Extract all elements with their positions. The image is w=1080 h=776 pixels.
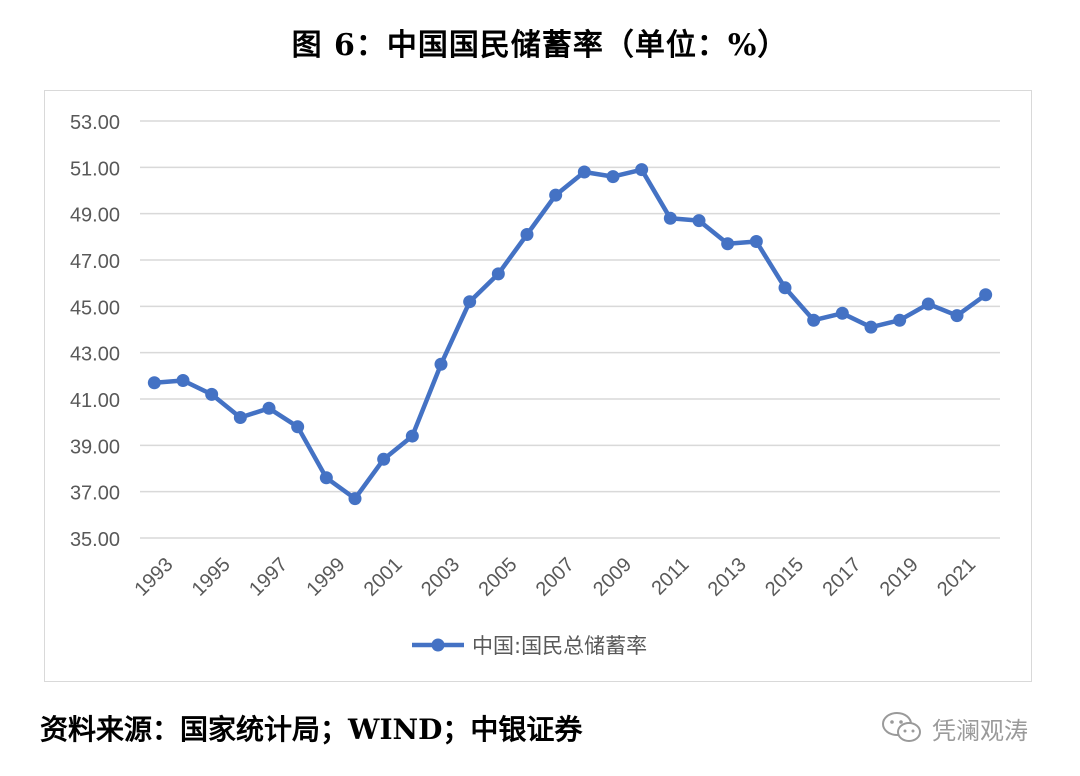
data-point [778, 281, 792, 295]
x-tick-label: 1993 [130, 554, 177, 601]
x-tick-label: 2009 [589, 554, 636, 601]
data-point [893, 313, 907, 327]
y-tick-label: 43.00 [70, 344, 120, 366]
data-point [233, 411, 247, 425]
chart-title: 图 6：中国国民储蓄率（单位：%） [291, 28, 789, 63]
data-point [749, 234, 763, 248]
data-point [807, 313, 821, 327]
x-tick-label: 2019 [876, 554, 923, 601]
source-note: 资料来源：国家统计局；WIND；中银证券 [40, 713, 583, 746]
data-point [262, 401, 276, 415]
x-tick-label: 2005 [474, 554, 521, 601]
data-point [377, 452, 391, 466]
chart-frame [44, 90, 1032, 682]
y-tick-label: 35.00 [70, 529, 120, 551]
y-tick-label: 41.00 [70, 390, 120, 412]
data-point [577, 165, 591, 179]
data-point [950, 309, 964, 323]
data-point [319, 471, 333, 485]
data-point [979, 288, 993, 302]
data-point [147, 376, 161, 390]
y-tick-labels: 35.00 37.00 39.00 41.00 43.00 45.00 47.00 49.00… [70, 112, 120, 551]
data-point [434, 357, 448, 371]
y-tick-label: 51.00 [70, 158, 120, 180]
grid-lines [140, 120, 1000, 539]
y-tick-label: 37.00 [70, 483, 120, 505]
data-point [921, 297, 935, 311]
data-point [348, 492, 362, 506]
data-point [405, 429, 419, 443]
data-point [291, 420, 305, 434]
x-tick-label: 2001 [360, 554, 407, 601]
x-tick-label: 2011 [648, 554, 694, 600]
data-point [549, 188, 563, 202]
data-point [176, 373, 190, 387]
x-tick-label: 2003 [417, 554, 464, 601]
x-tick-label: 2015 [761, 554, 808, 601]
x-tick-label: 2017 [818, 554, 865, 601]
y-tick-label: 45.00 [70, 297, 120, 319]
x-tick-label: 1999 [302, 554, 349, 601]
data-point [205, 387, 219, 401]
x-tick-label: 1995 [188, 554, 235, 601]
y-tick-label: 47.00 [70, 251, 120, 273]
x-tick-label: 2007 [532, 554, 579, 601]
wechat-icon [882, 712, 921, 742]
legend: 中国:国民总储蓄率 [412, 634, 647, 658]
data-point [692, 214, 706, 228]
series-group [147, 163, 993, 506]
legend-label: 中国:国民总储蓄率 [472, 634, 647, 658]
data-point [864, 320, 878, 334]
data-point [663, 211, 677, 225]
y-tick-label: 53.00 [70, 112, 120, 134]
data-point [520, 228, 534, 242]
data-point [463, 295, 477, 309]
x-tick-label: 1997 [245, 554, 292, 601]
chart-svg: 35.00 37.00 39.00 41.00 43.00 45.00 47.00 49.00… [70, 112, 1000, 658]
data-point [491, 267, 505, 281]
data-point [606, 170, 620, 184]
data-point [835, 306, 849, 320]
x-tick-label: 2021 [933, 554, 980, 601]
series-line [152, 167, 988, 501]
data-point [721, 237, 735, 251]
x-tick-label: 2013 [704, 554, 751, 601]
x-tick-labels: 1993 1995 1997 1999 2001 2003 2005 2007 2009 2011… [130, 554, 980, 601]
watermark-text: 凭澜观涛 [932, 716, 1028, 745]
y-tick-label: 39.00 [70, 436, 120, 458]
legend-marker [431, 638, 445, 652]
data-point [635, 163, 649, 177]
y-tick-label: 49.00 [70, 205, 120, 227]
watermark: 凭澜观涛 [880, 708, 1028, 748]
